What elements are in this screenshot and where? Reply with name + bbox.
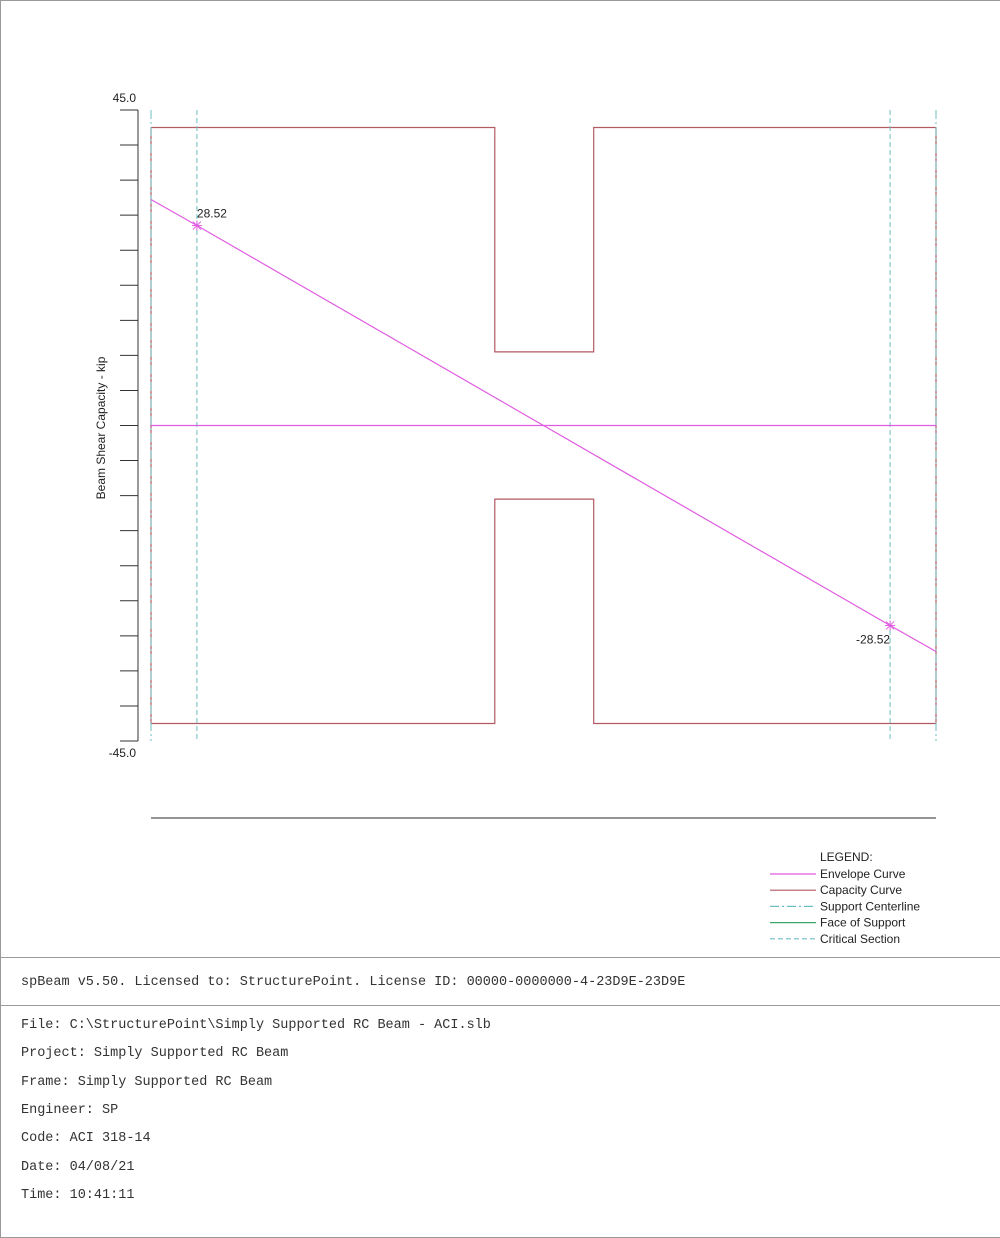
capacity-curve-lower — [151, 498, 936, 725]
legend-entry: Support Centerline — [820, 899, 920, 913]
legend-entry: Capacity Curve — [820, 883, 902, 897]
legend: LEGEND: Envelope Curve Capacity Curve Suppo… — [770, 850, 920, 946]
project-info-line: Date: 04/08/21 — [21, 1159, 135, 1175]
shear-capacity-chart: 45.0 -45.0 28.52 -28.52 LEGEND: Envelope Cu… — [94, 91, 937, 946]
project-info-line: Frame: Simply Supported RC Beam — [21, 1074, 273, 1090]
critical-point-marker — [885, 620, 896, 631]
capacity-curve-upper — [151, 126, 936, 353]
legend-entry: Envelope Curve — [820, 867, 906, 881]
legend-title: LEGEND: — [820, 850, 873, 864]
y-axis: 45.0 -45.0 — [109, 91, 139, 760]
critical-point-marker — [191, 220, 202, 231]
y-tick-label-min: -45.0 — [109, 746, 137, 760]
license-text: spBeam v5.50. Licensed to: StructurePoin… — [21, 975, 686, 990]
y-tick-label-max: 45.0 — [113, 91, 137, 105]
project-info-line: Engineer: SP — [21, 1102, 119, 1118]
envelope-curve — [150, 198, 937, 653]
project-info-line: File: C:\StructurePoint\Simply Supported… — [21, 1018, 491, 1033]
license-bar: spBeam v5.50. Licensed to: StructurePoin… — [0, 957, 1000, 1006]
data-label: -28.52 — [856, 632, 890, 646]
project-info-line: Project: Simply Supported RC Beam — [21, 1046, 289, 1062]
project-info-line: Code: ACI 318-14 — [21, 1131, 151, 1147]
data-label: 28.52 — [197, 207, 227, 221]
marker-stroke — [885, 621, 895, 630]
legend-entry: Critical Section — [820, 932, 900, 946]
marker-stroke — [192, 221, 202, 230]
y-axis-label: Beam Shear Capacity - kip — [94, 356, 108, 499]
annotation-labels: 28.52 -28.52 — [191, 207, 896, 646]
legend-entry: Face of Support — [820, 916, 906, 930]
project-info-line: Time: 10:41:11 — [21, 1187, 135, 1203]
